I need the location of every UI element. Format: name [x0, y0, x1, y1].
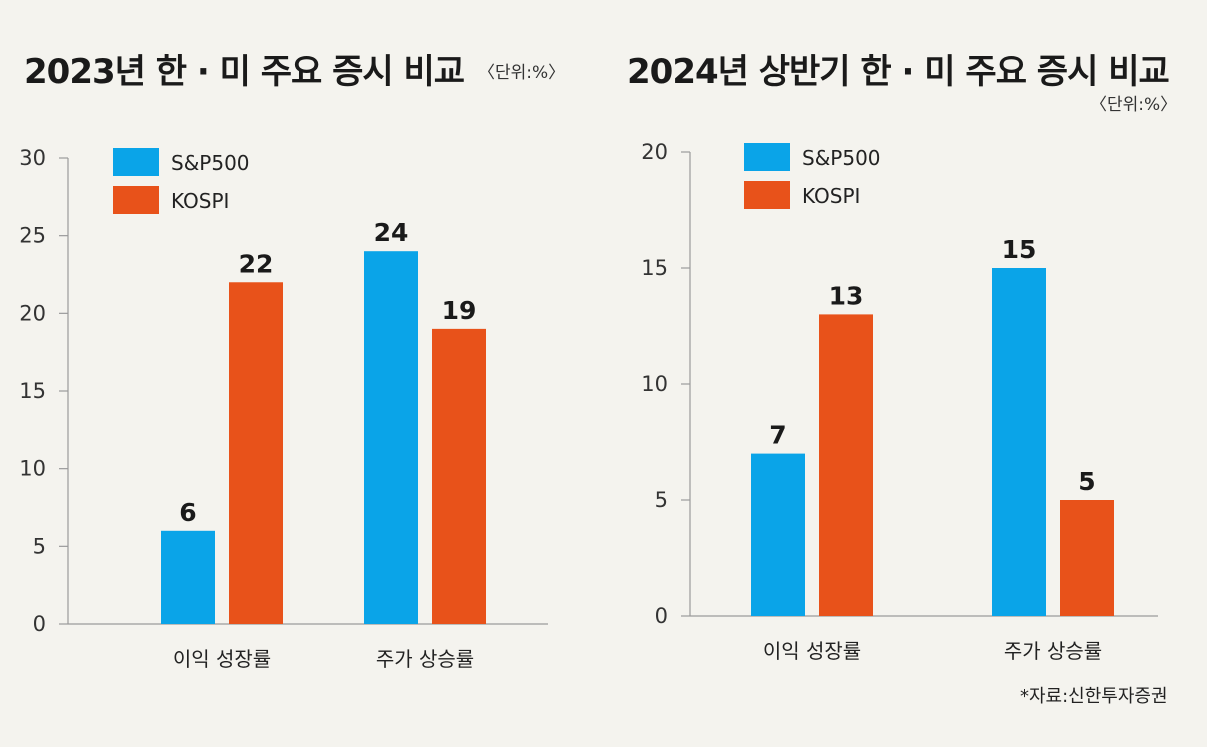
- chart2-legend-swatch-kospi: [744, 181, 790, 209]
- chart2-data-label: 15: [1002, 235, 1037, 264]
- source-note: *자료:신한투자증권: [1020, 686, 1168, 707]
- chart1-legend-label: S&P500: [171, 151, 250, 175]
- chart1-y-tick-label: 0: [33, 612, 46, 636]
- chart2-title: 2024년 상반기 한 · 미 주요 증시 비교: [627, 52, 1170, 92]
- chart1-y-tick-label: 20: [19, 301, 46, 325]
- chart1-data-label: 19: [442, 296, 477, 325]
- chart1-y-tick-label: 10: [19, 457, 46, 481]
- chart2-y-tick-label: 15: [641, 256, 668, 280]
- chart2-category-label: 주가 상승률: [1004, 639, 1102, 663]
- chart2-data-label: 5: [1078, 467, 1095, 496]
- chart2-legend-swatch-sp500: [744, 143, 790, 171]
- chart2-bar-sp500: [751, 453, 805, 616]
- chart1-bar-sp500: [364, 251, 418, 624]
- chart1-y-tick-label: 25: [19, 224, 46, 248]
- chart1-data-label: 6: [179, 498, 196, 527]
- chart1-bar-sp500: [161, 530, 215, 624]
- chart2-y-tick-label: 20: [641, 140, 668, 164]
- chart1-y-tick-label: 15: [19, 379, 46, 403]
- chart2-category-label: 이익 성장률: [763, 639, 861, 663]
- chart2-y-tick-label: 5: [655, 488, 668, 512]
- chart2-legend-label: KOSPI: [802, 184, 860, 208]
- chart2-bar-kospi: [1060, 500, 1114, 616]
- chart2-bar-kospi: [819, 314, 873, 616]
- chart1-data-label: 22: [239, 249, 274, 278]
- chart1-legend-swatch-kospi: [113, 186, 159, 214]
- chart2-bar-sp500: [992, 268, 1046, 616]
- chart2-data-label: 13: [829, 281, 864, 310]
- chart1-category-label: 이익 성장률: [173, 647, 271, 671]
- chart2-unit-label: 〈단위:%〉: [1090, 95, 1178, 115]
- chart1-y-tick-label: 5: [33, 534, 46, 558]
- chart2-y-tick-label: 10: [641, 372, 668, 396]
- chart1-title: 2023년 한 · 미 주요 증시 비교: [24, 52, 465, 92]
- chart1-unit-label: 〈단위:%〉: [478, 63, 566, 83]
- chart1-y-tick-label: 30: [19, 146, 46, 170]
- chart2-legend-label: S&P500: [802, 146, 881, 170]
- chart2-y-tick-label: 0: [655, 604, 668, 628]
- chart2-data-label: 7: [769, 421, 786, 450]
- chart1-bar-kospi: [229, 282, 283, 624]
- chart1-legend-swatch-sp500: [113, 148, 159, 176]
- chart1-data-label: 24: [374, 218, 409, 247]
- chart1-category-label: 주가 상승률: [376, 647, 474, 671]
- chart1-legend-label: KOSPI: [171, 189, 229, 213]
- chart1-bar-kospi: [432, 328, 486, 624]
